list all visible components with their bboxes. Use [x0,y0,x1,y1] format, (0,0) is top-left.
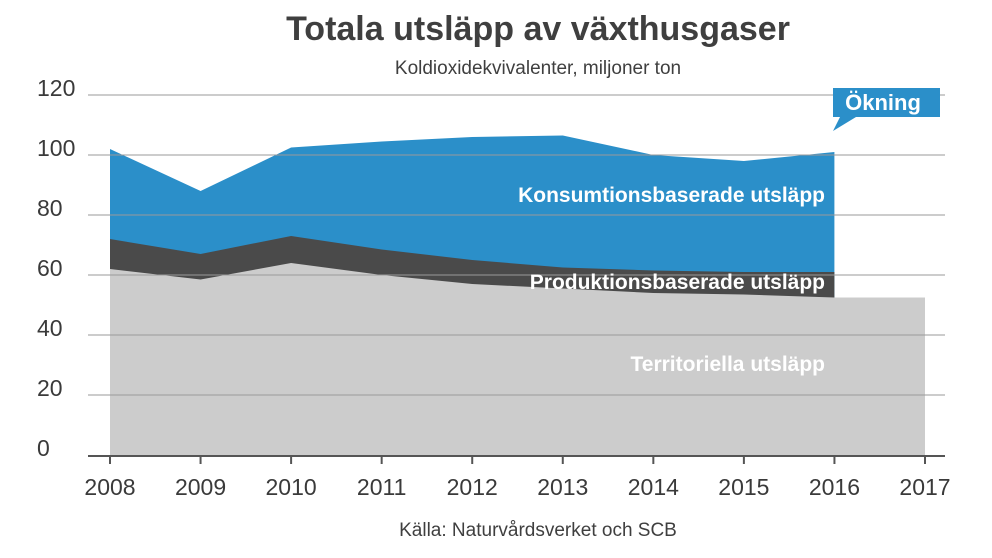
x-tick-label-2017: 2017 [899,474,950,500]
okning-callout: Ökning [833,88,940,131]
area-territoriella [110,263,925,455]
y-tick-label-80: 80 [37,195,63,221]
label-layer: Konsumtionsbaserade utsläpp Produktionsba… [518,184,825,376]
x-tick-label-2013: 2013 [537,474,588,500]
y-tick-label-100: 100 [37,135,75,161]
x-tick-label-2010: 2010 [266,474,317,500]
grid-layer [88,94,945,396]
y-tick-label-60: 60 [37,255,63,281]
chart-title: Totala utsläpp av växthusgaser [286,10,790,48]
x-tick-label-2015: 2015 [718,474,769,500]
axis-layer: 0 20 40 60 80 100 120 2008 2009 2010 2011 2012 2013 2… [37,75,951,500]
series-label-produktionsbaserade: Produktionsbaserade utsläpp [530,271,825,294]
y-tick-label-20: 20 [37,375,63,401]
x-tick-label-2012: 2012 [447,474,498,500]
series-label-konsumtionsbaserade: Konsumtionsbaserade utsläpp [518,184,825,207]
x-tick-label-2009: 2009 [175,474,226,500]
x-tick-label-2008: 2008 [84,474,135,500]
chart-subtitle: Koldioxidekvivalenter, miljoner ton [394,58,682,79]
x-tick-label-2011: 2011 [357,474,406,500]
y-tick-label-120: 120 [37,75,75,101]
x-tick-label-2014: 2014 [628,474,679,500]
y-tick-label-0: 0 [37,435,50,461]
okning-callout-shape [833,88,940,131]
y-tick-label-40: 40 [37,315,63,341]
source-note: Källa: Naturvårdsverket och SCB [399,520,677,541]
series-label-territoriella: Territoriella utsläpp [631,353,826,376]
okning-callout-text: Ökning [845,90,921,115]
x-tick-label-2016: 2016 [809,474,860,500]
